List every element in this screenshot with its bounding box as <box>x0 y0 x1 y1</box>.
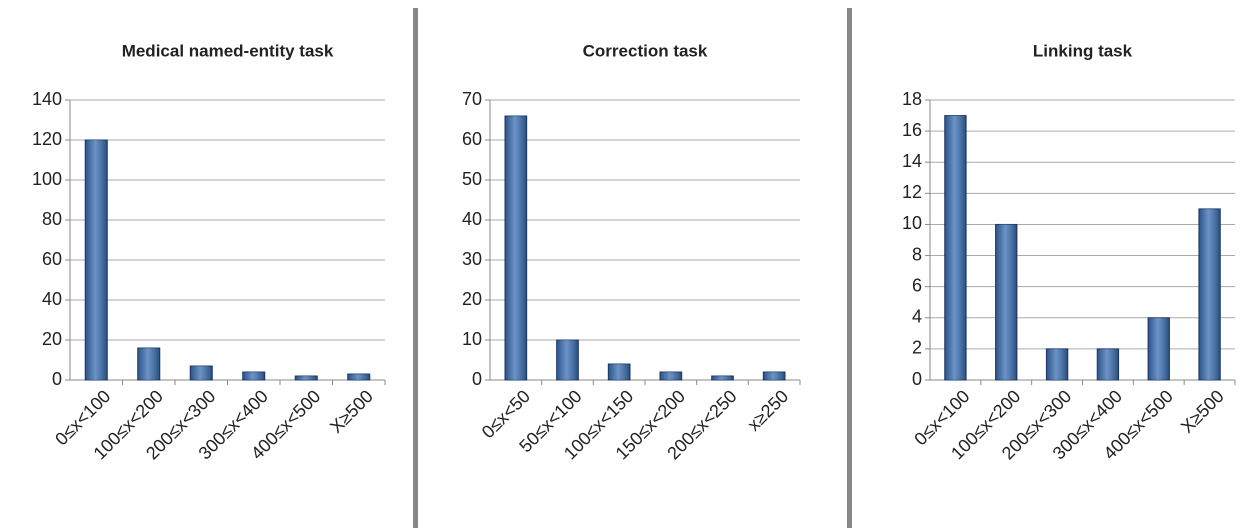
y-tick-label: 10 <box>902 213 922 233</box>
y-tick-label: 60 <box>42 249 62 269</box>
x-tick-label: x≥250 <box>744 386 793 435</box>
bar-shade <box>995 224 1017 380</box>
y-tick-label: 20 <box>42 329 62 349</box>
chart-title: Medical named-entity task <box>122 41 334 60</box>
y-tick-label: 120 <box>32 129 62 149</box>
bar-shade <box>1198 208 1221 380</box>
bar-shade <box>763 372 786 380</box>
bar-shade <box>85 140 108 380</box>
y-tick-label: 12 <box>902 182 922 202</box>
y-tick-label: 100 <box>32 169 62 189</box>
divider <box>413 8 418 528</box>
bar-shade <box>242 372 265 380</box>
y-tick-label: 14 <box>902 151 922 171</box>
y-tick-label: 18 <box>902 89 922 109</box>
y-tick-label: 80 <box>42 209 62 229</box>
bar-shade <box>295 376 318 380</box>
bar-shade <box>504 116 527 380</box>
bar-shade <box>1046 348 1068 380</box>
bar-shade <box>711 376 734 380</box>
bar-shade <box>1097 348 1119 380</box>
bar-shade <box>556 340 579 380</box>
x-tick-label: X≥500 <box>326 386 377 437</box>
y-tick-label: 6 <box>912 275 922 295</box>
y-tick-label: 0 <box>912 369 922 389</box>
y-tick-label: 40 <box>42 289 62 309</box>
y-tick-label: 10 <box>462 329 482 349</box>
y-tick-label: 60 <box>462 129 482 149</box>
y-tick-label: 70 <box>462 89 482 109</box>
bar-shade <box>944 115 967 381</box>
y-tick-label: 8 <box>912 244 922 264</box>
y-tick-label: 50 <box>462 169 482 189</box>
y-tick-label: 2 <box>912 338 922 358</box>
x-tick-label: X≥500 <box>1177 386 1228 437</box>
bar-shade <box>659 372 682 380</box>
y-tick-label: 0 <box>52 369 62 389</box>
bar-shade <box>1148 317 1170 380</box>
chart-title: Correction task <box>583 41 708 60</box>
bar-shade <box>608 364 631 380</box>
bar-shade <box>137 348 160 380</box>
y-tick-label: 30 <box>462 249 482 269</box>
y-tick-label: 20 <box>462 289 482 309</box>
divider <box>847 8 852 528</box>
y-tick-label: 0 <box>472 369 482 389</box>
chart-title: Linking task <box>1033 41 1133 60</box>
y-tick-label: 4 <box>912 307 922 327</box>
y-tick-label: 16 <box>902 120 922 140</box>
y-tick-label: 140 <box>32 89 62 109</box>
y-tick-label: 40 <box>462 209 482 229</box>
bar-shade <box>347 374 370 380</box>
bar-shade <box>190 366 213 380</box>
